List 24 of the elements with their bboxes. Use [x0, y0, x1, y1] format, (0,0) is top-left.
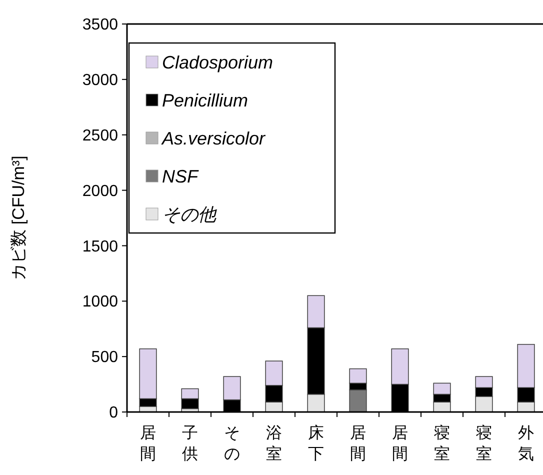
legend-label: NSF [162, 166, 200, 186]
x-tick-label: 浴室 [266, 425, 282, 463]
y-tick-label: 1000 [82, 294, 118, 311]
y-axis-title: カビ数 [CFU/m³] [9, 156, 28, 280]
x-tick-label: 子供 [182, 425, 198, 463]
legend-label: Cladosporium [162, 52, 274, 72]
y-tick-label: 3000 [82, 72, 118, 90]
y-tick-label: 0 [109, 404, 118, 422]
x-tick-label: 床下 [308, 424, 324, 463]
legend-label: その他 [162, 204, 217, 224]
x-tick-label: 寝室 [434, 424, 450, 463]
legend-label: Penicillium [162, 90, 248, 110]
x-tick-label: その [224, 425, 240, 463]
y-tick-label: 500 [91, 349, 118, 366]
x-tick-label: 居間 [350, 425, 366, 463]
y-tick-label: 2000 [82, 182, 118, 200]
x-tick-label: 居間 [392, 425, 408, 463]
x-tick-label: 外気 [518, 425, 534, 463]
y-tick-label: 1500 [82, 238, 118, 256]
legend-label: As.versicolor [161, 128, 266, 148]
y-tick-label: 2500 [82, 127, 118, 144]
x-tick-label: 居間 [140, 425, 156, 463]
y-tick-label: 3500 [82, 16, 118, 34]
x-tick-label: 寝室 [476, 424, 492, 463]
